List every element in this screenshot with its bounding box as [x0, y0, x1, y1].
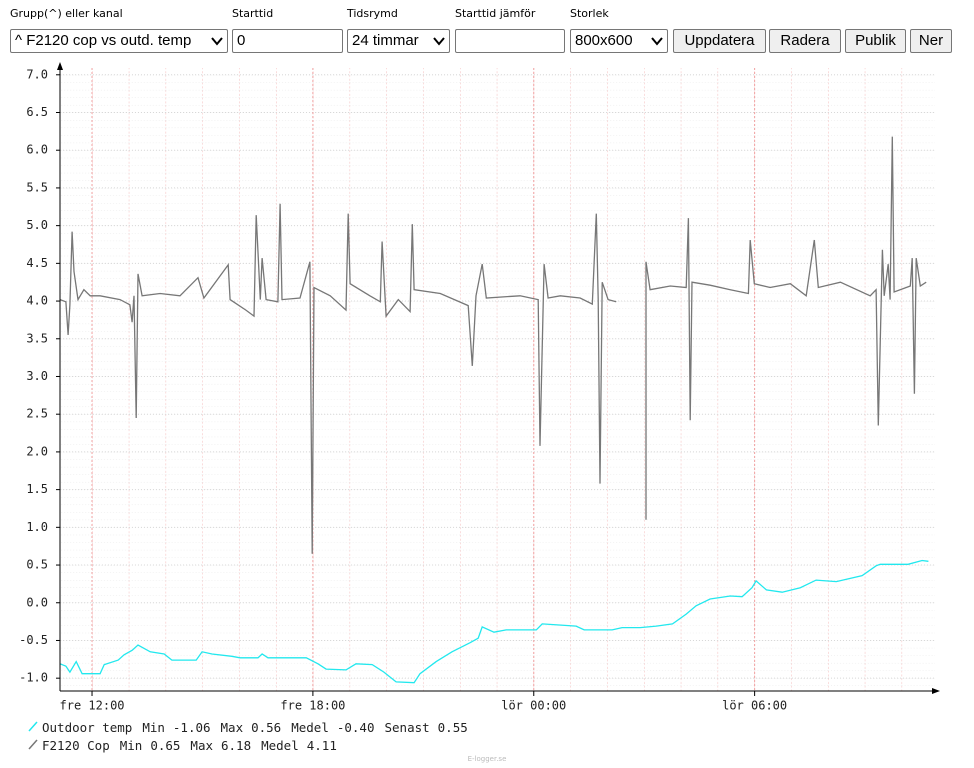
y-tick-label: 2.0 [26, 444, 48, 458]
legend-swatch [28, 721, 38, 732]
text-input[interactable]: 0 [232, 29, 343, 53]
y-tick-label: 5.0 [26, 218, 48, 232]
legend-icon [28, 739, 38, 750]
legend-stat: Min 0.65 [120, 738, 181, 753]
minor-grid [60, 68, 935, 691]
legend-swatch [28, 739, 38, 750]
stat-name: Senast [384, 720, 430, 735]
legend-label: Outdoor temp [42, 720, 133, 735]
x-axis-arrow [932, 688, 940, 694]
control-value: ^ F2120 cop vs outd. temp [15, 32, 192, 49]
legend-entry: F2120 Cop Min 0.65 Max 6.18 Medel 4.11 [28, 737, 478, 755]
x-tick-label: lör 06:00 [722, 699, 787, 713]
dropdown-icon [433, 37, 445, 46]
y-tick-label: 3.5 [26, 331, 48, 345]
series-line [59, 136, 927, 554]
button[interactable]: Publik [845, 29, 906, 53]
control-value: 800x600 [575, 32, 633, 49]
text-input[interactable] [455, 29, 565, 53]
y-tick-label: 0.0 [26, 595, 48, 609]
stat-value: -0.40 [336, 720, 375, 735]
field-label: Tidsrymd [347, 7, 398, 20]
field-label: Starttid [232, 7, 274, 20]
stat-value: 0.65 [150, 738, 181, 753]
stat-name: Max [220, 720, 244, 735]
y-tick-label: 0.5 [26, 558, 48, 572]
chevron [433, 37, 445, 46]
stat-value: 0.56 [251, 720, 282, 735]
select[interactable]: ^ F2120 cop vs outd. temp [10, 29, 228, 53]
y-tick-label: 3.0 [26, 369, 48, 383]
y-tick-label: 6.0 [26, 143, 48, 157]
stat-value: 0.55 [437, 720, 468, 735]
stat-name: Max [190, 738, 213, 753]
y-tick-label: 1.5 [26, 482, 48, 496]
legend-stat: Medel -0.40 [291, 720, 374, 735]
legend-stat: Min -1.06 [142, 720, 210, 735]
y-tick-label: -1.0 [19, 671, 48, 685]
stat-name: Medel [291, 720, 329, 735]
x-tick-label: fre 18:00 [280, 699, 345, 713]
legend-icon [28, 721, 38, 732]
legend-entry: Outdoor temp Min -1.06 Max 0.56 Medel -0.40 Sen… [28, 719, 478, 737]
control-value: 0 [237, 32, 246, 49]
field-label: Starttid jämför [455, 7, 536, 20]
legend-stat: Max 6.18 [190, 738, 251, 753]
control-value: 24 timmar [352, 32, 419, 49]
field-label: Grupp(^) eller kanal [10, 7, 123, 20]
y-tick-label: 5.5 [26, 180, 48, 194]
x-tick-label: fre 12:00 [60, 699, 125, 713]
stat-value: -1.06 [172, 720, 211, 735]
y-tick-label: 4.5 [26, 256, 48, 270]
button[interactable]: Ner [910, 29, 952, 53]
y-tick-label: 1.0 [26, 520, 48, 534]
chevron [651, 37, 663, 46]
button[interactable]: Radera [769, 29, 841, 53]
chevron [211, 37, 223, 46]
select[interactable]: 24 timmar [347, 29, 450, 53]
field-label: Storlek [570, 7, 609, 20]
y-axis-arrow [57, 62, 63, 70]
stat-name: Min [142, 720, 165, 735]
dropdown-icon [211, 37, 223, 46]
stat-name: Min [119, 738, 143, 753]
series-line [59, 559, 929, 684]
stat-name: Medel [261, 738, 299, 753]
x-tick-label: lör 00:00 [501, 699, 566, 713]
button[interactable]: Uppdatera [673, 29, 766, 53]
footer: E-logger.se [467, 755, 507, 763]
legend-stat: Max 0.56 [221, 720, 282, 735]
legend-label: F2120 Cop [42, 738, 110, 753]
dropdown-icon [651, 37, 663, 46]
select[interactable]: 800x600 [570, 29, 668, 53]
legend: Outdoor temp Min -1.06 Max 0.56 Medel -0.40 Sen… [28, 719, 478, 755]
y-tick-label: 2.5 [26, 407, 48, 421]
legend-stat: Medel 4.11 [261, 738, 337, 753]
stat-value: 6.18 [221, 738, 252, 753]
y-tick-label: 4.0 [26, 294, 48, 308]
y-tick-label: 6.5 [26, 105, 48, 119]
y-tick-label: -0.5 [19, 633, 48, 647]
legend-stat: Senast 0.55 [385, 720, 468, 735]
stat-value: 4.11 [306, 738, 337, 753]
y-tick-label: 7.0 [26, 67, 48, 81]
